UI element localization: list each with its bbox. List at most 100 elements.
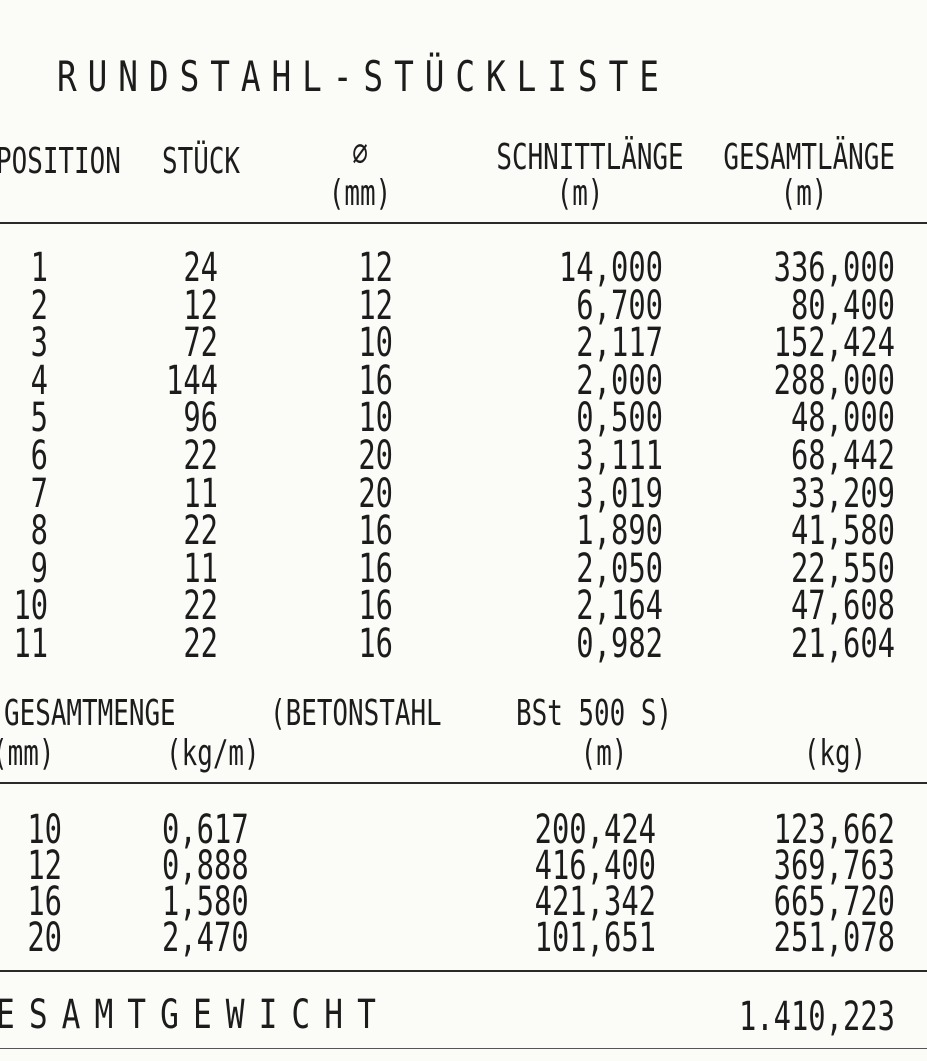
table-cell-position: 3	[30, 320, 48, 367]
table-cell-position: 4	[30, 357, 48, 404]
table-cell-gesamtlaenge: 152,424	[773, 320, 895, 367]
table-cell-stueck: 11	[183, 470, 218, 517]
table-cell-position: 9	[30, 545, 48, 592]
header-schnittlaenge: SCHNITTLÄNGE	[496, 137, 684, 178]
header-stueck: STÜCK	[162, 141, 241, 182]
column-gesamtlaenge: 336,000 80,400 152,424 288,000 48,000 68…	[251, 245, 895, 667]
table-cell-diameter: 12	[358, 282, 393, 329]
summary-cell-m: 421,342	[534, 879, 656, 925]
table-cell-schnittlaenge: 2,117	[576, 320, 663, 367]
table-cell-schnittlaenge: 1,890	[576, 508, 663, 555]
summary-column-diameter: 10 12 16 20	[17, 807, 62, 961]
table-cell-stueck: 12	[183, 282, 218, 329]
table-cell-position: 7	[30, 470, 48, 517]
table-cell-gesamtlaenge: 48,000	[790, 395, 895, 442]
summary-column-kgm: 0,617 0,888 1,580 2,470	[162, 807, 306, 961]
table-cell-gesamtlaenge: 288,000	[773, 357, 895, 404]
table-cell-schnittlaenge: 14,000	[558, 245, 663, 291]
total-value: 1.410,223	[738, 994, 895, 1040]
table-cell-stueck: 24	[183, 245, 218, 291]
header-gesamtlaenge: GESAMTLÄNGE	[723, 137, 895, 178]
table-cell-stueck: 11	[183, 545, 218, 592]
summary-header-kgm: (kg/m)	[166, 733, 260, 774]
table-cell-position: 10	[13, 583, 49, 630]
header-schnittlaenge-unit: (m)	[556, 173, 604, 214]
table-cell-stueck: 22	[183, 508, 218, 555]
table-cell-schnittlaenge: 0,982	[576, 620, 663, 667]
table-cell-gesamtlaenge: 33,209	[790, 470, 895, 517]
table-cell-schnittlaenge: 2,050	[576, 545, 663, 592]
table-cell-diameter: 16	[358, 583, 393, 630]
summary-header-betonstahl: (BETONSTAHL	[270, 693, 442, 734]
summary-cell-kgm: 0,888	[162, 843, 249, 889]
table-cell-diameter: 10	[358, 395, 393, 442]
summary-cell-kgm: 0,617	[162, 807, 249, 853]
summary-cell-kg: 369,763	[773, 843, 895, 889]
summary-cell-kgm: 2,470	[162, 915, 249, 961]
table-cell-diameter: 20	[358, 470, 393, 517]
table-cell-diameter: 20	[358, 432, 393, 479]
header-diameter-symbol: ∅	[352, 133, 368, 174]
table-cell-position: 11	[13, 620, 49, 667]
total-divider	[0, 970, 927, 972]
table-cell-schnittlaenge: 3,111	[576, 432, 663, 479]
table-cell-stueck: 96	[183, 395, 218, 442]
summary-cell-diameter: 12	[27, 843, 62, 889]
summary-cell-m: 416,400	[534, 843, 656, 889]
table-cell-gesamtlaenge: 22,550	[790, 545, 895, 592]
header-diameter-unit: (mm)	[328, 173, 392, 214]
total-label: ESAMTGEWICHT	[0, 992, 390, 1038]
summary-cell-diameter: 10	[27, 807, 62, 853]
table-cell-schnittlaenge: 0,500	[576, 395, 663, 442]
table-cell-schnittlaenge: 2,164	[576, 583, 663, 630]
summary-cell-m: 200,424	[534, 807, 656, 853]
table-cell-gesamtlaenge: 68,442	[790, 432, 895, 479]
table-cell-position: 6	[30, 432, 48, 479]
table-cell-schnittlaenge: 6,700	[576, 282, 663, 329]
summary-cell-kgm: 1,580	[162, 879, 249, 925]
table-cell-diameter: 10	[358, 320, 393, 367]
table-cell-diameter: 16	[358, 545, 393, 592]
column-schnittlaenge: 14,000 6,700 2,117 2,000 0,500 3,111 3,0…	[186, 245, 663, 667]
table-cell-diameter: 16	[358, 508, 393, 555]
column-stueck: 24 12 72 144 96 22 11 22 11 22 22	[61, 245, 218, 667]
table-cell-stueck: 22	[183, 432, 218, 479]
table-cell-gesamtlaenge: 336,000	[773, 245, 895, 291]
table-cell-diameter: 16	[358, 357, 393, 404]
summary-cell-kg: 123,662	[773, 807, 895, 853]
summary-column-m: 200,424 416,400 421,342 101,651	[184, 807, 656, 961]
table-cell-gesamtlaenge: 80,400	[790, 282, 895, 329]
header-gesamtlaenge-unit: (m)	[780, 173, 828, 214]
summary-divider	[0, 782, 927, 784]
table-cell-position: 5	[30, 395, 48, 442]
column-position: 1 2 3 4 5 6 7 8 9 10 11	[13, 245, 49, 667]
table-cell-stueck: 72	[183, 320, 218, 367]
page-title: RUNDSTAHL-STÜCKLISTE	[57, 52, 670, 101]
summary-column-kg: 123,662 369,763 665,720 251,078	[251, 807, 895, 958]
summary-cell-diameter: 16	[27, 879, 62, 925]
header-divider	[0, 222, 927, 224]
table-cell-position: 1	[30, 245, 48, 291]
bottom-divider	[0, 1048, 927, 1049]
table-cell-schnittlaenge: 2,000	[576, 357, 663, 404]
table-cell-position: 8	[30, 508, 48, 555]
summary-header-kg: (kg)	[803, 733, 867, 774]
table-cell-diameter: 16	[358, 620, 393, 667]
summary-cell-diameter: 20	[27, 915, 62, 961]
table-cell-gesamtlaenge: 21,604	[790, 620, 895, 667]
summary-header-gesamtmenge: GESAMTMENGE	[4, 693, 176, 734]
summary-header-m: (m)	[580, 733, 628, 774]
table-cell-stueck: 144	[165, 357, 218, 404]
summary-cell-m: 101,651	[534, 915, 656, 961]
table-cell-diameter: 12	[358, 245, 393, 291]
table-cell-gesamtlaenge: 47,608	[790, 583, 895, 630]
summary-header-mm: (mm)	[0, 733, 55, 774]
summary-cell-kg: 665,720	[773, 879, 895, 925]
table-cell-gesamtlaenge: 41,580	[790, 508, 895, 555]
summary-header-bst: BSt 500 S)	[516, 693, 673, 734]
table-cell-stueck: 22	[183, 583, 218, 630]
table-cell-position: 2	[30, 282, 48, 329]
table-cell-stueck: 22	[183, 620, 218, 667]
column-diameter: 12 12 10 16 10 20 20 16 16 16 16	[110, 245, 393, 667]
header-position: POSITION	[0, 141, 121, 182]
